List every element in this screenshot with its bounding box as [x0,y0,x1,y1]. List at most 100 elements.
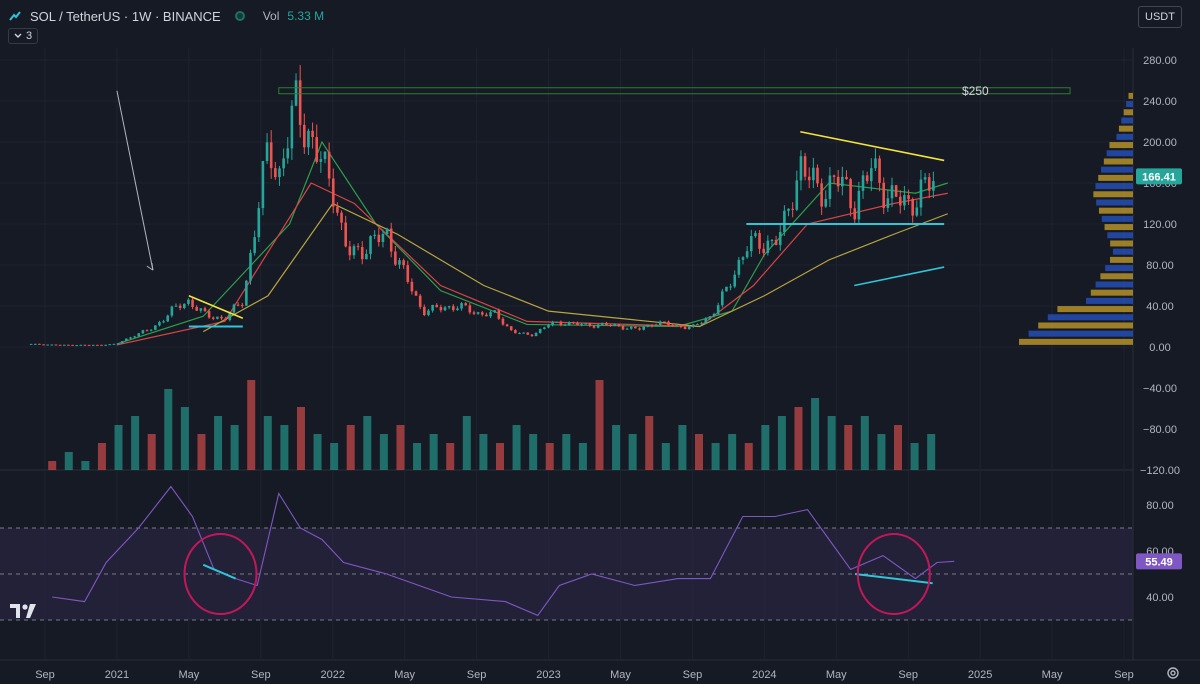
settings-icon[interactable] [1166,666,1180,680]
currency-selector[interactable]: USDT [1138,6,1182,28]
candle-body [75,345,78,347]
candle-body [509,326,513,331]
candle-body [199,308,203,311]
symbol-title: SOL / TetherUS · 1W · BINANCE [30,8,221,24]
candle-body [91,344,95,346]
indicator-toggle-button[interactable]: 3 [8,28,39,44]
volume-profile-bar [1112,248,1133,255]
candle-body [406,265,410,282]
candle-body [253,237,256,253]
time-tick-label: May [826,669,847,681]
volume-bar [114,425,123,470]
symbol-title-row[interactable]: SOL / TetherUS · 1W · BINANCE Vol 5.33 M [8,6,324,26]
candle-body [96,344,99,346]
candle-body [816,167,819,184]
time-tick-label: 2023 [536,669,560,681]
candle-body [932,181,935,191]
volume-bar [661,443,670,470]
candle-body [216,316,219,319]
volume-profile-bar [1095,183,1133,190]
volume-profile-bar [1019,338,1133,345]
candle-body [894,185,898,197]
candle-body [526,332,530,335]
volume-bar [860,416,869,470]
candle-body [203,308,207,312]
candle-body [336,206,339,213]
volume-profile-bar [1096,199,1133,206]
candle-body [46,344,50,346]
candle-body [634,326,637,329]
candle-body [882,182,886,208]
candle-body [538,328,542,333]
volume-bar [744,443,753,470]
volume-bar [678,425,687,470]
volume-profile-bar [1118,125,1133,132]
time-tick-label: Sep [467,669,487,681]
candle-body [749,236,753,252]
volume-profile-bar [1086,297,1133,304]
candle-body [671,324,674,326]
volume-profile-bar [1095,281,1133,288]
candle-body [841,176,844,187]
candle-body [828,175,832,199]
chart-drawings: $250 [116,84,1071,328]
candle-body [290,105,294,149]
candle-body [489,312,492,317]
candle-body [667,321,670,325]
candle-body [778,232,782,245]
time-tick-label: Sep [35,669,55,681]
candle-body [762,248,765,253]
candle-body [125,338,128,342]
candle-body [166,315,170,322]
candle-body [596,324,600,328]
volume-bar [562,434,571,470]
volume-profile-bar [1107,232,1133,239]
candle-body [158,322,161,326]
candle-body [286,148,290,159]
time-tick-label: May [1042,669,1063,681]
volume-profile-bar [1103,158,1133,165]
candle-body [394,251,397,265]
volume-bar [877,434,886,470]
candle-body [331,178,335,207]
candle-body [191,299,194,307]
rsi-tick-label: 40.00 [1146,592,1174,604]
volume-bar [263,416,272,470]
volume-bar [197,434,206,470]
moving-averages [116,140,948,346]
candle-body [261,160,265,209]
candle-body [423,306,426,316]
price-tick-label: −40.00 [1143,383,1177,395]
volume-bar [147,434,156,470]
candle-body [385,228,389,235]
candle-body [704,318,708,324]
candle-body [766,240,770,253]
chevron-icon [14,33,22,38]
candle-body [307,130,310,148]
candle-body [112,343,116,345]
volume-bar [313,434,322,470]
volume-bar [363,416,372,470]
candle-body [650,324,654,327]
candle-body [211,317,215,319]
candle-body [303,124,306,148]
candle-body [178,305,182,308]
candle-body [311,130,314,138]
candle-body [592,326,596,328]
volume-profile-bar [1128,92,1133,99]
candle-body [381,234,385,243]
candle-body [195,306,199,311]
candle-body [733,274,737,287]
candle-body [911,199,914,216]
candle-body [654,324,658,327]
trendline-line [188,295,244,320]
candle-body [725,286,728,292]
time-tick-label: 2022 [320,669,344,681]
candle-body [50,344,54,346]
candle-body [373,234,376,236]
candle-body [679,324,683,328]
candle-body [799,156,803,181]
candle-body [547,325,550,328]
price-tick-label: 40.00 [1146,301,1174,313]
